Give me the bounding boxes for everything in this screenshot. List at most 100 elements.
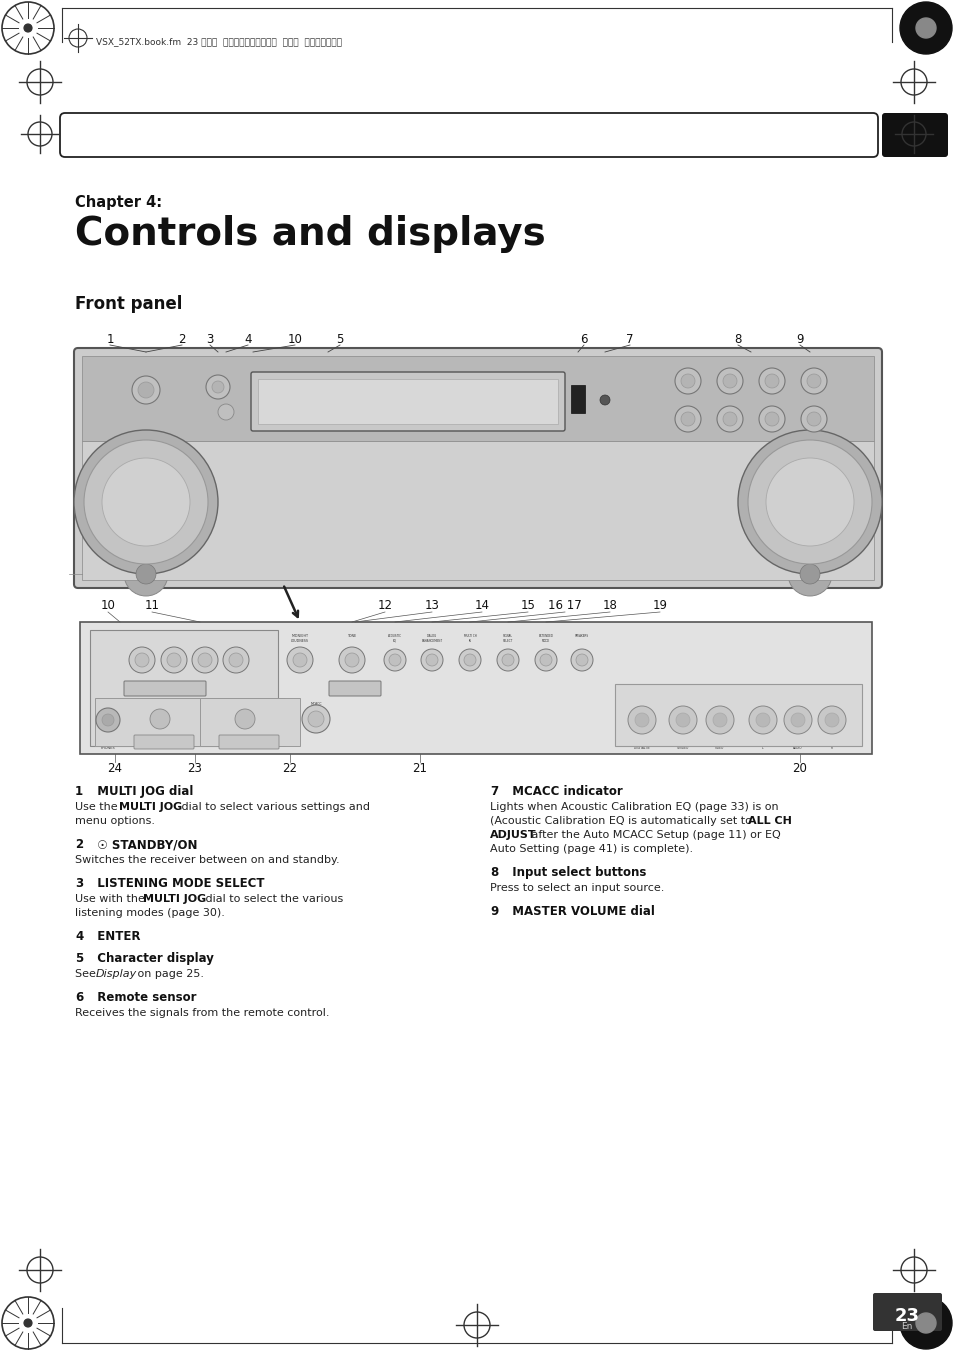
Text: 21: 21 [412,762,427,775]
Text: ☉ STANDBY/ON: ☉ STANDBY/ON [89,838,197,851]
Circle shape [765,458,853,546]
Text: SPEAKERS: SPEAKERS [575,634,588,638]
Text: 6: 6 [579,332,587,346]
Circle shape [676,713,689,727]
Circle shape [161,647,187,673]
Circle shape [801,367,826,394]
Circle shape [759,407,784,432]
Circle shape [293,653,307,667]
Text: Switches the receiver between on and standby.: Switches the receiver between on and sta… [75,855,339,865]
Text: Pioneer: Pioneer [91,366,143,380]
Circle shape [74,430,218,574]
Text: (Acoustic Calibration EQ is automatically set to: (Acoustic Calibration EQ is automaticall… [490,816,755,825]
Text: En: En [901,1323,912,1331]
Text: Input select buttons: Input select buttons [503,866,646,880]
Circle shape [212,381,224,393]
Text: MULTI JOG: MULTI JOG [119,802,182,812]
Text: 23: 23 [894,1306,919,1325]
Circle shape [747,440,871,563]
Text: TUNER
CONTROL: TUNER CONTROL [102,642,122,651]
Circle shape [899,1297,951,1350]
Text: R: R [830,746,832,750]
Circle shape [308,711,324,727]
Text: Receives the signals from the remote control.: Receives the signals from the remote con… [75,1008,329,1019]
Text: L: L [761,746,763,750]
Text: 15: 15 [520,598,535,612]
FancyBboxPatch shape [251,372,564,431]
Circle shape [24,1319,31,1327]
Text: CD: CD [684,405,690,409]
Circle shape [806,412,821,426]
Circle shape [635,713,648,727]
Text: 19: 19 [652,598,667,612]
Text: 11: 11 [144,598,159,612]
FancyBboxPatch shape [882,113,947,157]
Text: 8: 8 [490,866,497,880]
Circle shape [167,653,181,667]
Circle shape [206,376,230,399]
Text: ENTER: ENTER [220,403,232,407]
Circle shape [302,705,330,734]
Text: 3: 3 [75,877,83,890]
Text: listening modes (page 30).: listening modes (page 30). [75,908,225,917]
Text: dial to select the various: dial to select the various [202,894,343,904]
Circle shape [675,407,700,432]
Text: 1: 1 [106,332,113,346]
Circle shape [824,713,838,727]
Text: 2: 2 [75,838,83,851]
Text: menu options.: menu options. [75,816,154,825]
Text: EXTENDED
MODE: EXTENDED MODE [538,634,553,643]
Bar [95,698,285,746]
Circle shape [680,374,695,388]
Text: 9: 9 [796,332,803,346]
Text: 4: 4 [244,332,252,346]
FancyBboxPatch shape [133,735,193,748]
Text: MULTI JOG: MULTI JOG [157,740,171,744]
Text: Remote sensor: Remote sensor [89,992,196,1004]
Text: on page 25.: on page 25. [133,969,204,979]
Text: dial to select various settings and: dial to select various settings and [178,802,370,812]
Circle shape [426,654,437,666]
Circle shape [458,648,480,671]
Text: Character display: Character display [89,952,213,965]
Circle shape [705,707,733,734]
Circle shape [627,707,656,734]
Text: 16 17: 16 17 [548,598,581,612]
Circle shape [129,647,154,673]
Text: MULTI JOG dial: MULTI JOG dial [89,785,193,798]
Text: LISTENING MODE SELECT: LISTENING MODE SELECT [89,877,264,890]
Circle shape [287,647,313,673]
Text: Controls and displays: Controls and displays [75,215,545,253]
Text: 12: 12 [377,598,392,612]
Bar [82,357,873,440]
FancyBboxPatch shape [60,113,877,157]
Bar [615,684,862,746]
Circle shape [338,647,365,673]
Text: after the Auto MCACC Setup (page 11) or EQ: after the Auto MCACC Setup (page 11) or … [527,830,780,840]
Circle shape [722,412,737,426]
Circle shape [501,654,514,666]
Text: 23: 23 [188,762,202,775]
Text: TUNER: TUNER [765,405,778,409]
Circle shape [102,458,190,546]
Circle shape [384,648,406,671]
Circle shape [783,707,811,734]
Text: MCACC
SETUP MIC: MCACC SETUP MIC [307,703,324,711]
Text: MIDNIGHT
LOUDNESS: MIDNIGHT LOUDNESS [291,634,309,643]
Text: ACOUSTIC
EQ: ACOUSTIC EQ [388,634,401,643]
Text: 3: 3 [206,332,213,346]
Text: Press to select an input source.: Press to select an input source. [490,884,663,893]
Text: VIDEO1: VIDEO1 [806,367,820,372]
Text: TUNING/
STATION: TUNING/ STATION [167,634,181,643]
Text: Controls and displays: Controls and displays [85,127,269,142]
Circle shape [192,647,218,673]
Circle shape [24,24,31,32]
Circle shape [539,654,552,666]
Circle shape [755,713,769,727]
Text: 22: 22 [282,762,297,775]
Text: MPX: MPX [233,634,239,638]
Text: 10: 10 [287,332,302,346]
Text: 4: 4 [75,929,83,943]
Circle shape [680,412,695,426]
Text: AUDIO: AUDIO [792,746,801,750]
